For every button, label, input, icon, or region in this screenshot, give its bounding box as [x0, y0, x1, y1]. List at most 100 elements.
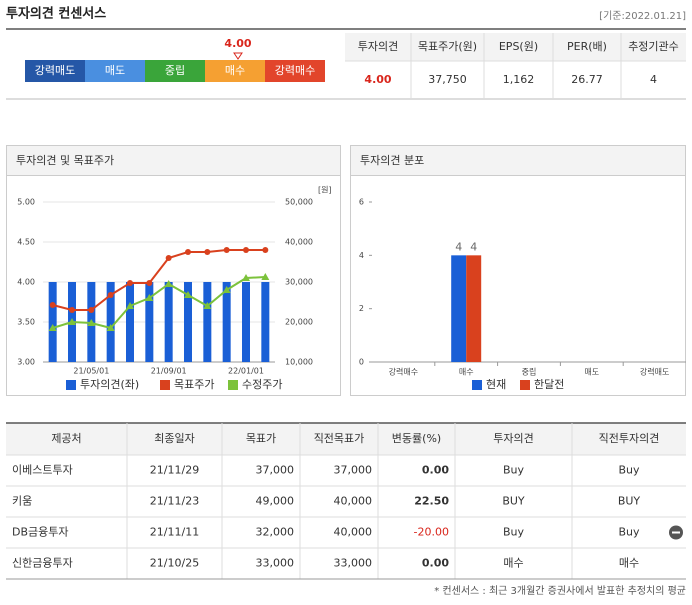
table-cell: BUY — [502, 495, 525, 508]
table-cell: 49,000 — [256, 495, 295, 508]
table-cell: 22.50 — [414, 495, 449, 508]
bar — [184, 282, 192, 362]
table-header: 최종일자 — [154, 431, 194, 445]
table-cell: 33,000 — [334, 557, 373, 570]
table-cell: 0.00 — [422, 557, 449, 570]
table-cell: 32,000 — [256, 526, 295, 539]
table-cell: Buy — [618, 526, 640, 539]
table-header: 제공처 — [51, 432, 81, 445]
data-label: 4 — [455, 240, 462, 253]
point — [49, 302, 56, 308]
table-cell: 37,000 — [334, 464, 373, 477]
point — [145, 294, 154, 301]
rating-label: 강력매도 — [35, 64, 75, 77]
table-cell: 21/11/29 — [150, 464, 199, 477]
point — [185, 249, 191, 255]
rating-segment — [265, 60, 325, 82]
point — [203, 302, 212, 309]
summary-header: 추정기관수 — [628, 40, 679, 53]
summary-header: 투자의견 — [358, 40, 398, 53]
bar — [145, 282, 154, 362]
x-tick-label: 21/09/01 — [151, 367, 187, 376]
point — [107, 292, 114, 298]
table-cell: 키움 — [12, 495, 32, 508]
table-cell: DB금융투자 — [12, 526, 69, 539]
point — [184, 291, 192, 298]
line — [52, 249, 266, 311]
table-cell: Buy — [503, 464, 525, 477]
rating-label: 중립 — [165, 64, 185, 77]
bar — [48, 282, 57, 362]
chart-title: 투자의견 및 목표주가 — [16, 154, 114, 167]
footnote: * 컨센서스 : 최근 3개월간 증권사에서 발표한 추정치의 평균 — [434, 585, 686, 597]
rating-label: 강력매수 — [275, 64, 315, 77]
date: [기준:2022.01.21] — [599, 10, 686, 22]
summary-header: PER(배) — [567, 40, 607, 53]
x-tick-label: 22/01/01 — [228, 367, 264, 376]
y-tick-label: 3.00 — [17, 358, 35, 367]
table-cell: 매수 — [619, 557, 639, 570]
bar — [106, 282, 115, 362]
y-tick-label: 3.50 — [17, 318, 35, 327]
table-head-bg — [6, 423, 686, 455]
rating-segment — [25, 60, 85, 82]
legend-swatch — [472, 380, 482, 390]
table-cell: 37,000 — [256, 464, 295, 477]
legend-swatch — [66, 380, 76, 390]
bar — [261, 282, 270, 362]
point — [127, 280, 133, 286]
bar — [242, 282, 250, 362]
title: 투자의견 컨센서스 — [6, 6, 106, 22]
summary-value: 1,162 — [503, 73, 535, 86]
data-label: 4 — [470, 240, 477, 253]
table-cell: Buy — [618, 464, 640, 477]
y2-tick-label: 20,000 — [285, 318, 313, 327]
point — [243, 247, 249, 253]
y2-tick-label: 10,000 — [285, 358, 313, 367]
y-tick-label: 0 — [359, 358, 364, 367]
summary-header: 목표주가(원) — [418, 40, 477, 53]
point — [262, 247, 269, 253]
legend-label: 현재 — [486, 378, 506, 391]
summary-value: 26.77 — [571, 73, 603, 86]
point — [222, 286, 231, 293]
table-cell: 21/11/23 — [150, 495, 199, 508]
point — [223, 247, 230, 253]
summary-value: 4.00 — [364, 73, 391, 86]
table-cell: 33,000 — [256, 557, 295, 570]
point — [126, 302, 134, 309]
legend-label: 투자의견(좌) — [80, 378, 139, 391]
y-tick-label: 5.00 — [17, 198, 35, 207]
bar — [203, 282, 212, 362]
table-cell: 21/11/11 — [150, 526, 199, 539]
left-panel-head — [6, 145, 341, 176]
line — [52, 276, 266, 330]
chart-title: 투자의견 분포 — [360, 154, 424, 167]
point — [165, 255, 172, 261]
rating-label: 매도 — [105, 64, 125, 77]
summary-value: 4 — [650, 73, 657, 86]
table-header: 직전투자의견 — [599, 432, 660, 445]
bar — [451, 255, 467, 362]
table-cell: 0.00 — [422, 464, 449, 477]
rating-label: 매수 — [225, 64, 245, 77]
bar — [222, 282, 231, 362]
table-cell: 21/10/25 — [150, 557, 199, 570]
y2-label: [원] — [318, 186, 332, 195]
summary-head-bg — [345, 33, 686, 61]
right-panel-head — [350, 145, 686, 176]
rating-marker: 4.00 — [224, 37, 251, 50]
point — [164, 280, 173, 287]
y2-tick-label: 50,000 — [285, 198, 313, 207]
point — [146, 280, 153, 286]
x-tick-label: 매수 — [459, 368, 474, 377]
legend-swatch — [160, 380, 170, 390]
point — [69, 307, 75, 313]
table-cell: 이베스트투자 — [12, 464, 73, 477]
y-tick-label: 2 — [359, 304, 364, 313]
table-cell: -20.00 — [414, 526, 449, 539]
table-header: 직전목표가 — [314, 432, 365, 445]
x-tick-label: 강력매수 — [389, 367, 418, 377]
legend-swatch — [520, 380, 530, 390]
